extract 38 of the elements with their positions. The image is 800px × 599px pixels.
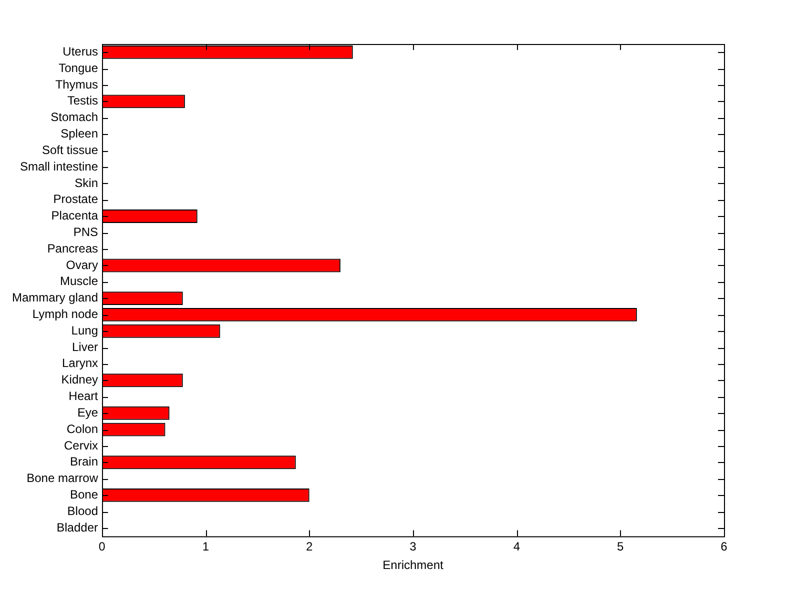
- y-tick-label: Pancreas: [47, 241, 98, 256]
- y-tick-label: Lung: [71, 323, 98, 338]
- y-tick-label: Brain: [70, 454, 98, 469]
- y-tick-label: Eye: [77, 405, 98, 420]
- y-tick-label: Lymph node: [32, 307, 98, 322]
- x-tick-label: 2: [306, 540, 313, 554]
- y-tick-label: Thymus: [55, 77, 98, 92]
- y-tick-label: Placenta: [51, 208, 98, 223]
- y-tick-label: Skin: [74, 176, 98, 190]
- x-tick-label: 3: [410, 540, 417, 554]
- y-tick-label: Testis: [67, 94, 98, 108]
- y-tick-label: Bladder: [56, 520, 98, 534]
- y-tick-label: Liver: [72, 340, 98, 354]
- y-tick-label: Blood: [67, 504, 98, 518]
- y-tick-label: Heart: [68, 389, 99, 404]
- y-tick-label: Larynx: [62, 356, 98, 370]
- y-tick-label: PNS: [73, 224, 98, 239]
- y-tick-label: Bone: [70, 487, 98, 502]
- y-tick-label: Uterus: [62, 44, 98, 59]
- x-tick-label: 0: [98, 540, 106, 554]
- y-tick-label: Spleen: [60, 126, 98, 141]
- y-tick-label: Tongue: [58, 60, 98, 75]
- x-tick-label: 4: [513, 540, 520, 554]
- y-tick-label: Small intestine: [20, 159, 98, 174]
- y-tick-label: Ovary: [66, 258, 98, 272]
- x-tick-label: 1: [202, 540, 210, 554]
- y-tick-label: Stomach: [50, 110, 98, 124]
- y-tick-label: Mammary gland: [12, 290, 98, 305]
- x-axis-title: Enrichment: [382, 558, 444, 572]
- x-tick-label: 6: [720, 540, 728, 554]
- y-tick-label: Colon: [66, 422, 98, 436]
- x-tick-label: 5: [616, 540, 624, 554]
- y-tick-label: Muscle: [60, 274, 98, 288]
- y-tick-label: Prostate: [53, 192, 98, 206]
- y-tick-label: Cervix: [64, 438, 98, 452]
- y-tick-label: Bone marrow: [26, 471, 98, 486]
- y-tick-label: Soft tissue: [42, 142, 98, 157]
- y-tick-label: Kidney: [61, 372, 98, 387]
